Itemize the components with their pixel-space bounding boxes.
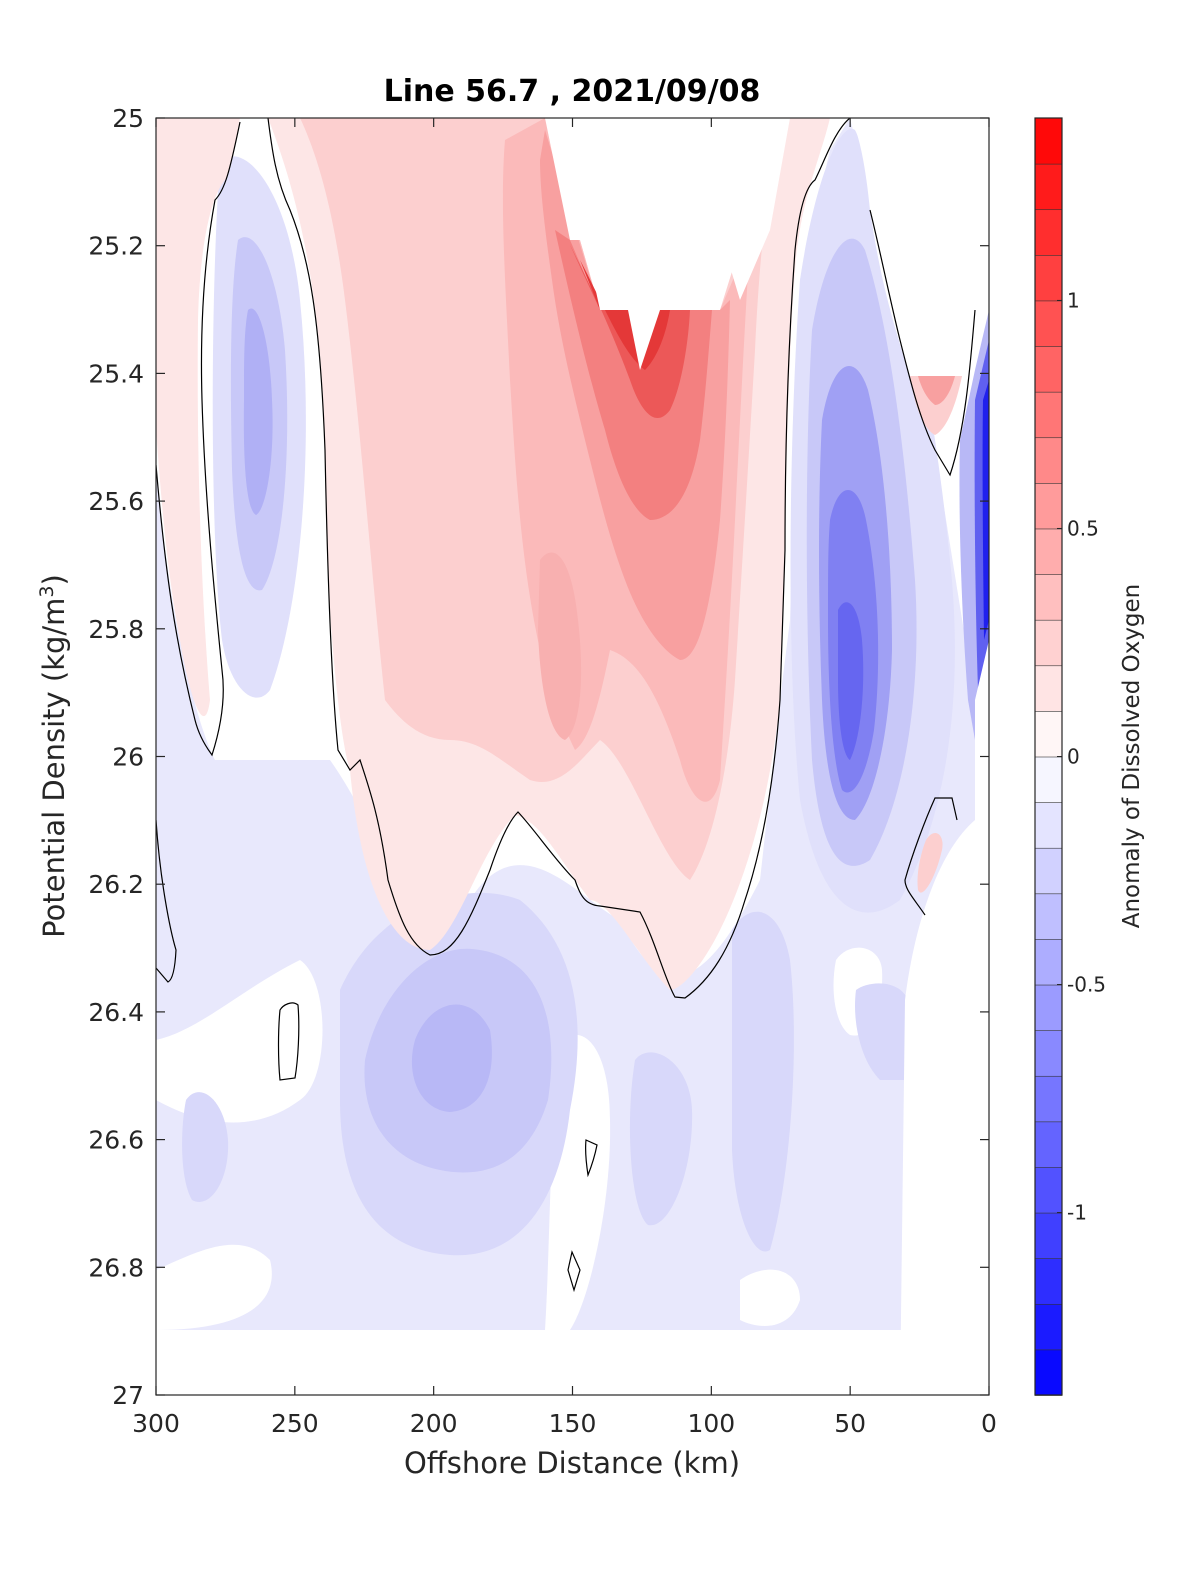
colorbar-segment: [1034, 300, 1063, 347]
colorbar-segment: [1034, 847, 1063, 895]
colorbar-segment: [1034, 528, 1063, 575]
zero-contour-lines: [156, 118, 976, 1293]
x-tick-label: 200: [410, 1409, 458, 1438]
no-data-region: [900, 640, 989, 1395]
y-axis-label-close: ): [37, 574, 71, 585]
x-axis-label: Offshore Distance (km): [404, 1446, 740, 1480]
zero-contour: [156, 819, 177, 983]
colorbar-segment: [1034, 163, 1063, 211]
axis-ticks: [155, 117, 990, 1396]
x-tick-label: 100: [687, 1409, 735, 1438]
negative-anomaly-deep: [629, 1052, 693, 1226]
x-tick-label: 150: [549, 1409, 597, 1438]
colorbar-segment: [1034, 801, 1063, 849]
colorbar-tick-label: 1: [1067, 288, 1080, 312]
negative-anomaly-nearshore: [838, 602, 864, 760]
zero-contour: [904, 797, 958, 916]
low-anomaly-hole: [156, 1244, 272, 1330]
x-tick-label: 300: [132, 1409, 180, 1438]
zero-contour: [869, 209, 976, 477]
y-tick-label: 26.2: [88, 870, 144, 899]
colorbar-segment: [1034, 1166, 1063, 1214]
zero-contour: [585, 1139, 598, 1178]
positive-anomaly-lens: [538, 552, 582, 740]
colorbar-tick-label: 0: [1067, 745, 1080, 769]
colorbar-segment: [1034, 619, 1063, 667]
colorbar-segment: [1034, 1212, 1063, 1259]
y-tick-label: 27: [112, 1381, 144, 1410]
negative-anomaly-coastal: [982, 380, 989, 640]
colorbar-segment: [1034, 756, 1063, 803]
colorbar-segment: [1034, 1349, 1063, 1396]
y-tick-label: 26.6: [88, 1126, 144, 1155]
colorbar-segment: [1034, 1075, 1063, 1123]
y-tick-label: 25: [112, 104, 144, 133]
low-anomaly-hole: [156, 960, 323, 1123]
negative-anomaly-deep: [855, 983, 908, 1080]
y-tick-label: 25.8: [88, 615, 144, 644]
contour-fill-layer: [156, 118, 989, 1395]
low-anomaly-hole: [740, 1269, 800, 1326]
colorbar-tick-label: 0.5: [1067, 516, 1099, 540]
colorbar-segment: [1034, 436, 1063, 484]
colorbar-segment: [1034, 1029, 1063, 1077]
colorbar-segment: [1034, 710, 1063, 758]
colorbar-segment: [1034, 345, 1063, 393]
colorbar-segment: [1034, 208, 1063, 256]
y-tick-label: 26: [112, 743, 144, 772]
no-data-region: [545, 118, 790, 370]
y-tick-label: 25.2: [88, 232, 144, 261]
y-axis-label: Potential Density (kg/m3): [36, 574, 71, 938]
colorbar-segment: [1034, 938, 1063, 986]
colorbar-segment: [1034, 254, 1063, 302]
colorbar-tick-label: -1: [1067, 1201, 1087, 1225]
colorbar-segment: [1034, 1121, 1063, 1168]
y-tick-label: 25.4: [88, 359, 144, 388]
zero-contour: [156, 121, 241, 757]
zero-contour: [277, 1002, 300, 1081]
negative-anomaly-deep: [411, 1004, 492, 1112]
colorbar-tick-label: -0.5: [1067, 973, 1106, 997]
colorbar-segment: [1034, 117, 1063, 165]
no-data-region: [850, 118, 989, 376]
negative-anomaly-deep: [732, 911, 794, 1252]
colorbar-segment: [1034, 984, 1063, 1031]
y-tick-label: 26.8: [88, 1253, 144, 1282]
y-tick-label: 26.4: [88, 998, 144, 1027]
no-data-region: [156, 1330, 989, 1395]
y-axis-label-main: Potential Density (kg/m: [37, 598, 71, 938]
y-tick-label: 25.6: [88, 487, 144, 516]
positive-anomaly-offshore-strip: [156, 118, 240, 717]
axis-tick-labels: 300 250 200 150 100 50 0 25 25.2 25.4 25.6 25.8 26 26…: [88, 104, 997, 1438]
colorbar-segment: [1034, 893, 1063, 940]
colorbar-segment: [1034, 391, 1063, 439]
x-tick-label: 50: [834, 1409, 866, 1438]
positive-anomaly-nearshore: [918, 376, 955, 405]
zero-contour: [267, 118, 851, 999]
colorbar-segment: [1034, 1257, 1063, 1305]
colorbar-segment: [1034, 573, 1063, 621]
zero-contour: [567, 1250, 581, 1293]
x-tick-label: 0: [981, 1409, 997, 1438]
colorbar-segment: [1034, 482, 1063, 530]
colorbar-label: Anomaly of Dissolved Oxygen: [1119, 584, 1145, 929]
colorbar-segment: [1034, 664, 1063, 712]
negative-anomaly-deep: [182, 1092, 229, 1202]
positive-anomaly-small: [917, 833, 943, 893]
x-tick-label: 250: [271, 1409, 319, 1438]
negative-anomaly-lens: [243, 308, 273, 515]
colorbar-segment: [1034, 1303, 1063, 1351]
chart-title: Line 56.7 , 2021/09/08: [384, 74, 761, 109]
colorbar-ticks: 1 0.5 0 -0.5 -1: [1057, 288, 1106, 1225]
y-axis-label-superscript: 3: [36, 585, 58, 597]
